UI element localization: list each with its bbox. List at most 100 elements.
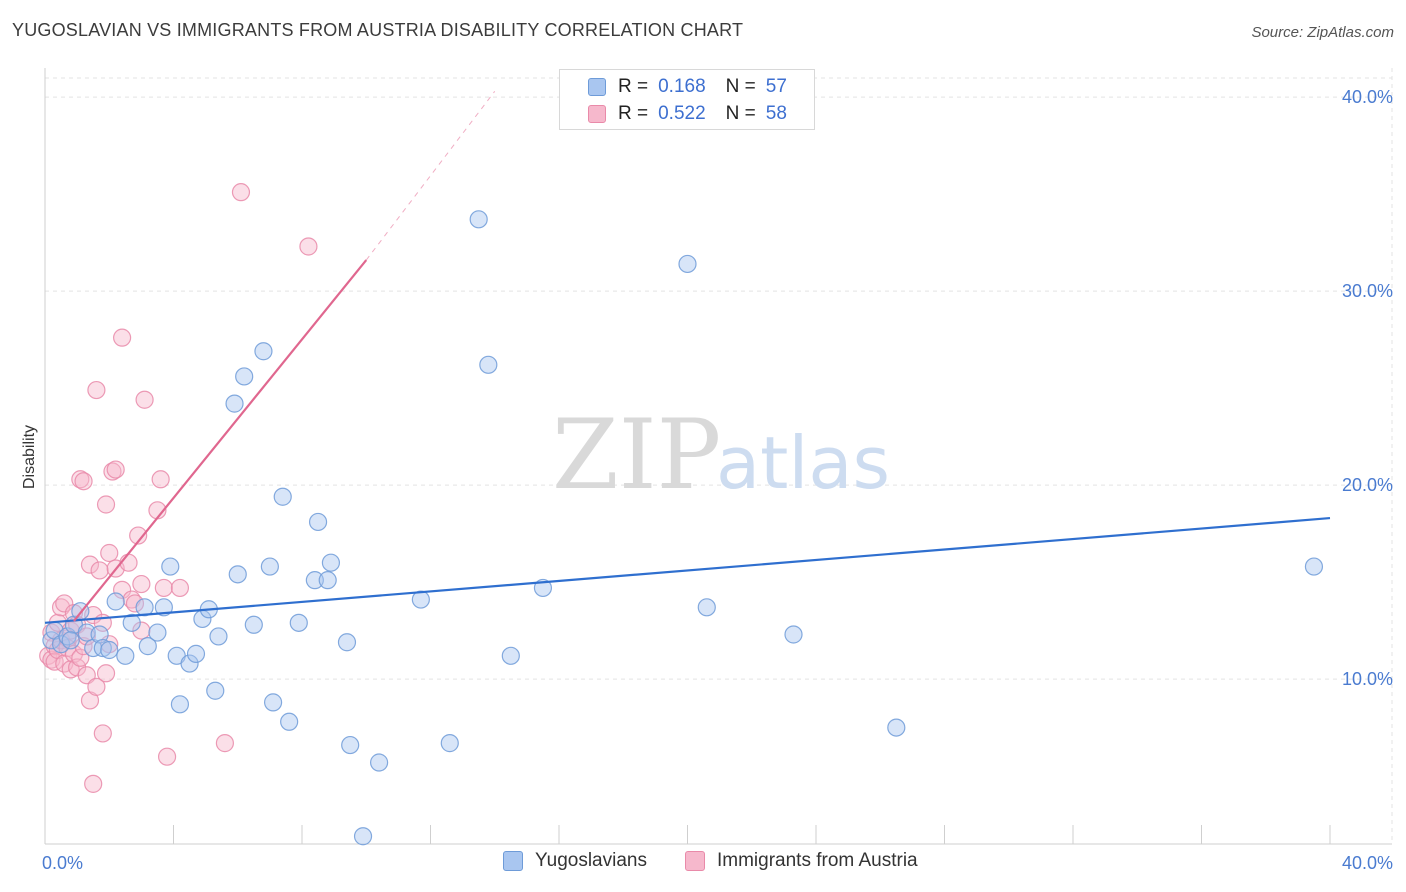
- data-point: [289, 613, 308, 632]
- data-point: [122, 613, 141, 632]
- data-point: [151, 470, 170, 489]
- trend-line-extension: [365, 90, 496, 261]
- data-point: [353, 827, 373, 846]
- data-point: [68, 658, 87, 677]
- y-tick-label: 10.0%: [1342, 669, 1393, 689]
- data-point: [84, 774, 103, 793]
- n-value: 57: [765, 76, 787, 97]
- data-point: [90, 625, 109, 644]
- data-point: [321, 553, 341, 572]
- data-point: [55, 594, 74, 613]
- x-tick-label: 0.0%: [42, 853, 83, 873]
- data-point: [370, 753, 389, 772]
- data-point: [125, 594, 145, 613]
- n-value: 58: [765, 103, 787, 124]
- data-point: [501, 646, 520, 665]
- data-point: [157, 747, 177, 766]
- data-point: [87, 380, 106, 400]
- data-point: [235, 367, 254, 386]
- data-point: [61, 631, 80, 650]
- data-point: [161, 557, 180, 576]
- data-point: [260, 557, 279, 576]
- data-point: [225, 394, 244, 413]
- legend-label: Yugoslavians: [535, 850, 647, 871]
- tick-labels: 10.0% 20.0% 30.0% 40.0% 0.0% 40.0%: [42, 87, 1393, 873]
- data-point: [132, 621, 151, 640]
- data-point: [138, 637, 157, 656]
- trend-line-immigrants-from-austria: [73, 259, 368, 622]
- data-point: [440, 734, 459, 753]
- data-point: [280, 712, 299, 731]
- legend-row-immigrants-from-austria: R = 0.522 N = 58: [560, 101, 787, 127]
- data-point: [228, 565, 247, 584]
- data-point: [71, 648, 90, 667]
- data-point: [103, 462, 122, 481]
- r-label: R =: [618, 76, 649, 97]
- data-point: [90, 561, 109, 580]
- legend-item-immigrants-from-austria: Immigrants from Austria: [685, 850, 918, 872]
- x-tick-label: 40.0%: [1342, 853, 1393, 873]
- data-point: [305, 571, 324, 590]
- source-label: Source: ZipAtlas.com: [1251, 24, 1394, 41]
- data-point: [87, 677, 106, 696]
- data-point: [93, 638, 112, 658]
- data-point: [308, 512, 328, 532]
- data-point: [74, 472, 93, 491]
- legend-swatch-blue: [503, 851, 523, 871]
- data-point: [337, 633, 357, 652]
- data-point: [100, 640, 119, 660]
- legend-item-yugoslavians: Yugoslavians: [503, 850, 647, 872]
- legend-swatch-pink: [588, 105, 606, 123]
- data-point: [106, 460, 125, 479]
- data-point: [299, 237, 318, 256]
- data-point: [148, 623, 167, 642]
- data-point: [129, 526, 148, 545]
- axes: [44, 68, 1392, 845]
- data-point: [96, 495, 116, 514]
- data-point: [244, 615, 263, 634]
- data-point: [96, 664, 116, 683]
- data-point: [61, 660, 80, 679]
- watermark-zip: ZIP: [552, 399, 721, 511]
- r-value: 0.168: [658, 76, 706, 97]
- data-point: [479, 355, 498, 374]
- data-point: [77, 666, 96, 685]
- data-point: [154, 578, 173, 598]
- data-point: [784, 625, 803, 644]
- data-point: [100, 543, 119, 563]
- watermark: ZIP atlas: [552, 399, 890, 511]
- data-point: [106, 592, 125, 611]
- watermark-atlas: atlas: [716, 421, 890, 505]
- legend-swatch-pink: [685, 851, 705, 871]
- data-point: [678, 254, 697, 274]
- legend-swatch-blue: [588, 78, 606, 96]
- data-point: [697, 598, 716, 617]
- y-tick-label: 30.0%: [1342, 281, 1393, 301]
- correlation-legend: R = 0.168 N = 57 R = 0.522 N = 58: [559, 69, 815, 130]
- y-tick-label: 40.0%: [1342, 87, 1393, 107]
- data-point: [132, 574, 151, 594]
- data-point: [170, 578, 190, 598]
- data-point: [186, 644, 206, 663]
- data-point: [112, 328, 132, 347]
- chart-title: YUGOSLAVIAN VS IMMIGRANTS FROM AUSTRIA D…: [12, 20, 744, 40]
- data-point: [93, 724, 112, 743]
- data-point: [135, 390, 154, 409]
- data-point: [154, 598, 173, 617]
- n-label: N =: [725, 103, 756, 124]
- data-point: [887, 718, 906, 737]
- series-legend: Yugoslavians Immigrants from Austria: [0, 850, 1406, 878]
- data-point: [206, 681, 225, 700]
- data-point: [318, 571, 337, 590]
- data-point: [116, 646, 135, 665]
- data-point: [469, 210, 488, 229]
- r-value: 0.522: [658, 103, 706, 124]
- r-label: R =: [618, 103, 649, 124]
- data-point: [180, 654, 199, 673]
- data-point: [112, 580, 132, 599]
- data-point: [254, 342, 273, 361]
- data-point: [119, 553, 138, 572]
- grid-lines: [45, 68, 1393, 844]
- data-point: [341, 735, 360, 755]
